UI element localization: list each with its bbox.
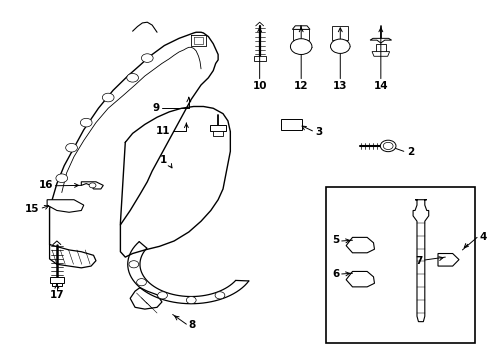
Circle shape <box>142 54 153 62</box>
Circle shape <box>66 143 77 152</box>
Polygon shape <box>346 237 374 253</box>
Text: 12: 12 <box>294 81 308 91</box>
Text: 3: 3 <box>315 127 322 136</box>
Polygon shape <box>332 26 348 40</box>
Circle shape <box>291 39 312 54</box>
Text: 16: 16 <box>39 180 53 190</box>
Text: 15: 15 <box>25 204 40 214</box>
Polygon shape <box>210 126 226 131</box>
Circle shape <box>331 39 350 53</box>
Text: 8: 8 <box>189 320 196 330</box>
Text: 2: 2 <box>407 147 415 157</box>
Polygon shape <box>254 56 266 61</box>
Text: 11: 11 <box>156 126 170 135</box>
Circle shape <box>129 261 139 268</box>
Polygon shape <box>294 30 309 40</box>
Polygon shape <box>370 39 392 43</box>
Text: 4: 4 <box>480 232 487 242</box>
Polygon shape <box>81 182 103 189</box>
Text: 1: 1 <box>160 155 167 165</box>
Text: 6: 6 <box>332 269 339 279</box>
Polygon shape <box>438 253 459 266</box>
Polygon shape <box>281 119 302 130</box>
Text: 7: 7 <box>415 256 422 266</box>
Polygon shape <box>293 26 310 30</box>
Bar <box>326 187 475 343</box>
Text: 9: 9 <box>152 103 159 113</box>
Circle shape <box>215 292 225 299</box>
Polygon shape <box>213 131 223 135</box>
Polygon shape <box>47 200 84 212</box>
Polygon shape <box>413 200 429 321</box>
Circle shape <box>158 292 168 299</box>
Circle shape <box>89 183 96 188</box>
Circle shape <box>186 297 196 304</box>
Text: 17: 17 <box>49 290 64 300</box>
Circle shape <box>137 279 147 286</box>
Text: 14: 14 <box>373 81 388 91</box>
Text: 13: 13 <box>333 81 347 91</box>
Text: 10: 10 <box>252 81 267 91</box>
Polygon shape <box>49 277 64 283</box>
Polygon shape <box>376 44 386 51</box>
Polygon shape <box>346 271 374 287</box>
Polygon shape <box>52 283 62 286</box>
Circle shape <box>80 118 92 127</box>
Circle shape <box>102 93 114 102</box>
Circle shape <box>127 73 139 82</box>
Text: 5: 5 <box>332 235 339 245</box>
Polygon shape <box>372 51 390 56</box>
Circle shape <box>56 174 68 183</box>
Circle shape <box>380 140 396 152</box>
Circle shape <box>383 142 393 149</box>
